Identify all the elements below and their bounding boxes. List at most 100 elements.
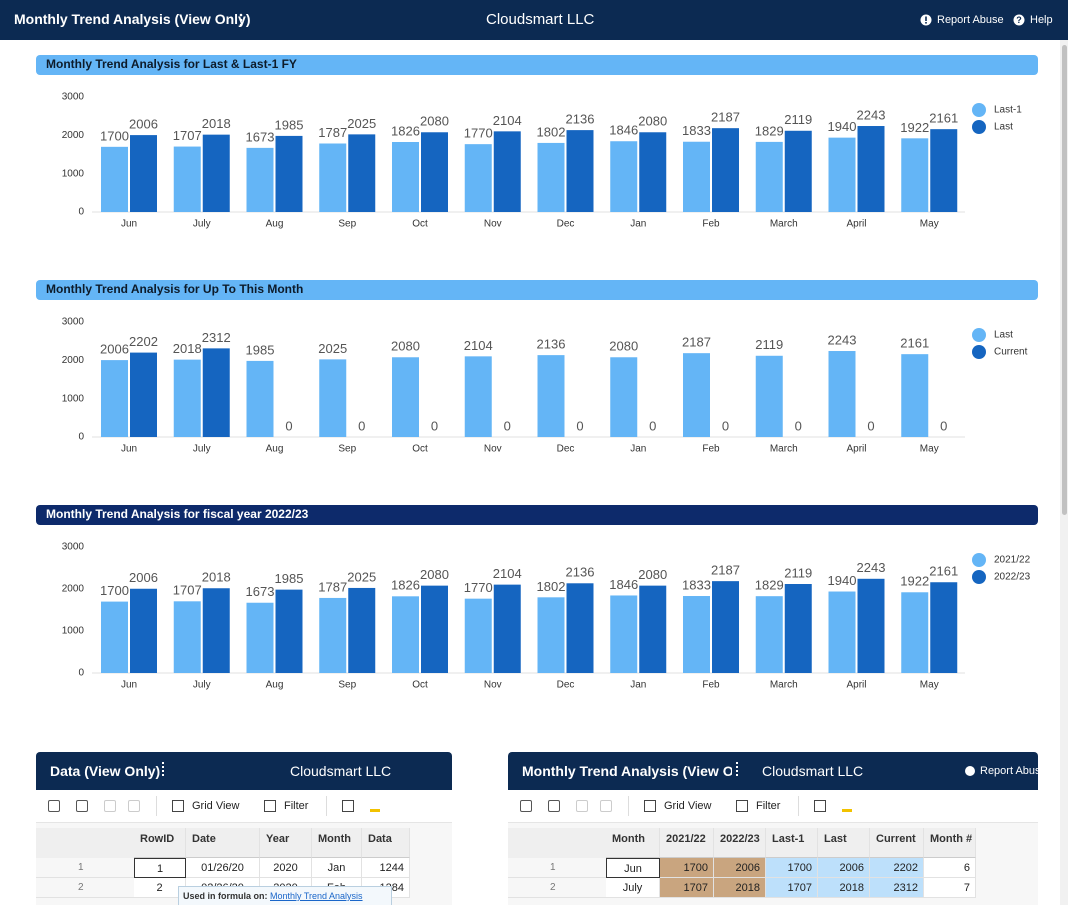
toolbar-button[interactable]: Filter [756, 800, 781, 812]
app-title: Monthly Trend Analysis (View Only) [14, 11, 251, 27]
column-header[interactable]: Month # [924, 828, 976, 858]
bar [348, 134, 376, 212]
table-cell[interactable]: 2006 [714, 858, 766, 878]
bar [392, 596, 419, 673]
table-cell[interactable]: 7 [924, 878, 976, 898]
toolbar-icon[interactable] [814, 800, 826, 812]
menu-icon[interactable] [736, 762, 742, 776]
toolbar-icon[interactable] [520, 800, 532, 812]
y-tick-label: 0 [78, 668, 84, 679]
table-cell[interactable]: 2312 [870, 878, 924, 898]
table-cell[interactable]: 2006 [818, 858, 870, 878]
value-label: 0 [722, 418, 729, 433]
value-label: 2161 [929, 111, 958, 126]
toolbar-icon[interactable] [644, 800, 656, 812]
bar [464, 356, 492, 437]
sheet-panel: Monthly Trend Analysis (View Only) Clouds… [508, 752, 1038, 905]
scrollbar[interactable] [1060, 40, 1068, 905]
value-label: 2312 [202, 330, 231, 345]
toolbar-icon[interactable] [736, 800, 748, 812]
x-tick-label: Dec [557, 444, 575, 455]
value-label: 2080 [391, 339, 420, 354]
report-abuse-link[interactable]: Report Abuse [937, 14, 1004, 26]
column-header[interactable]: Month [312, 828, 362, 858]
column-header[interactable]: Last-1 [766, 828, 818, 858]
table-cell[interactable]: 2202 [870, 858, 924, 878]
x-tick-label: Sep [338, 444, 356, 455]
toolbar-icon[interactable] [342, 800, 354, 812]
table-cell[interactable]: 2018 [818, 878, 870, 898]
column-header[interactable]: Year [260, 828, 312, 858]
toolbar-icon[interactable] [128, 800, 140, 812]
table-cell[interactable]: 6 [924, 858, 976, 878]
toolbar-icon[interactable] [600, 800, 612, 812]
toolbar-button[interactable]: Grid View [664, 800, 712, 812]
toolbar-divider [798, 796, 799, 816]
menu-icon[interactable] [162, 762, 168, 776]
toolbar-divider [628, 796, 629, 816]
abuse-icon[interactable] [965, 766, 975, 776]
bar [101, 360, 128, 437]
toolbar-icon[interactable] [104, 800, 116, 812]
table-cell[interactable]: 2018 [714, 878, 766, 898]
toolbar-icon[interactable] [842, 800, 852, 812]
column-header[interactable]: Last [818, 828, 870, 858]
report-abuse-link[interactable]: Report Abuse [980, 765, 1038, 777]
toolbar-icon[interactable] [548, 800, 560, 812]
menu-icon[interactable] [238, 13, 244, 27]
toolbar-icon[interactable] [172, 800, 184, 812]
row-number: 1 [508, 858, 606, 878]
toolbar-icon[interactable] [576, 800, 588, 812]
table-cell[interactable]: 1700 [766, 858, 818, 878]
tooltip-link[interactable]: Monthly Trend Analysis [270, 891, 363, 901]
legend-swatch [972, 345, 986, 359]
table-cell[interactable]: 1 [134, 858, 186, 878]
table-cell[interactable]: July [606, 878, 660, 898]
column-header[interactable]: 2021/22 [660, 828, 714, 858]
toolbar-icon[interactable] [264, 800, 276, 812]
column-header[interactable]: RowID [134, 828, 186, 858]
column-header[interactable]: 2022/23 [714, 828, 766, 858]
title-bar [36, 55, 1038, 75]
toolbar-icon[interactable] [48, 800, 60, 812]
table-cell[interactable]: 1700 [660, 858, 714, 878]
value-label: 2243 [857, 107, 886, 122]
x-tick-label: Feb [702, 680, 720, 691]
title-bar [36, 505, 1038, 525]
value-label: 1940 [828, 573, 857, 588]
table-cell[interactable]: 1244 [362, 858, 410, 878]
bar [901, 354, 929, 437]
toolbar-icon[interactable] [370, 800, 380, 812]
x-tick-label: April [846, 444, 866, 455]
value-label: 1829 [755, 578, 784, 593]
table-cell[interactable]: Jan [312, 858, 362, 878]
bar [566, 130, 594, 212]
help-link[interactable]: Help [1030, 14, 1053, 26]
abuse-icon[interactable] [920, 14, 932, 26]
value-label: 1787 [318, 125, 347, 140]
scroll-thumb[interactable] [1062, 45, 1067, 515]
table-cell[interactable]: 1707 [660, 878, 714, 898]
value-label: 1707 [173, 128, 202, 143]
bar [275, 589, 303, 673]
value-label: 2161 [929, 564, 958, 579]
toolbar-button[interactable]: Filter [284, 800, 309, 812]
column-header[interactable]: Date [186, 828, 260, 858]
table-cell[interactable]: 01/26/20 [186, 858, 260, 878]
column-header[interactable]: Current [870, 828, 924, 858]
table-cell[interactable]: Jun [606, 858, 660, 878]
value-label: 0 [504, 418, 511, 433]
toolbar-icon[interactable] [76, 800, 88, 812]
table-cell[interactable]: 2020 [260, 858, 312, 878]
toolbar-button[interactable]: Grid View [192, 800, 240, 812]
bar [930, 582, 958, 673]
value-label: 1802 [537, 124, 566, 139]
help-icon[interactable]: ? [1013, 14, 1025, 26]
y-tick-label: 0 [78, 207, 84, 218]
table-cell[interactable]: 1707 [766, 878, 818, 898]
column-header[interactable]: Month [606, 828, 660, 858]
bar [130, 135, 157, 212]
column-header[interactable]: Data [362, 828, 410, 858]
bar [639, 132, 667, 212]
